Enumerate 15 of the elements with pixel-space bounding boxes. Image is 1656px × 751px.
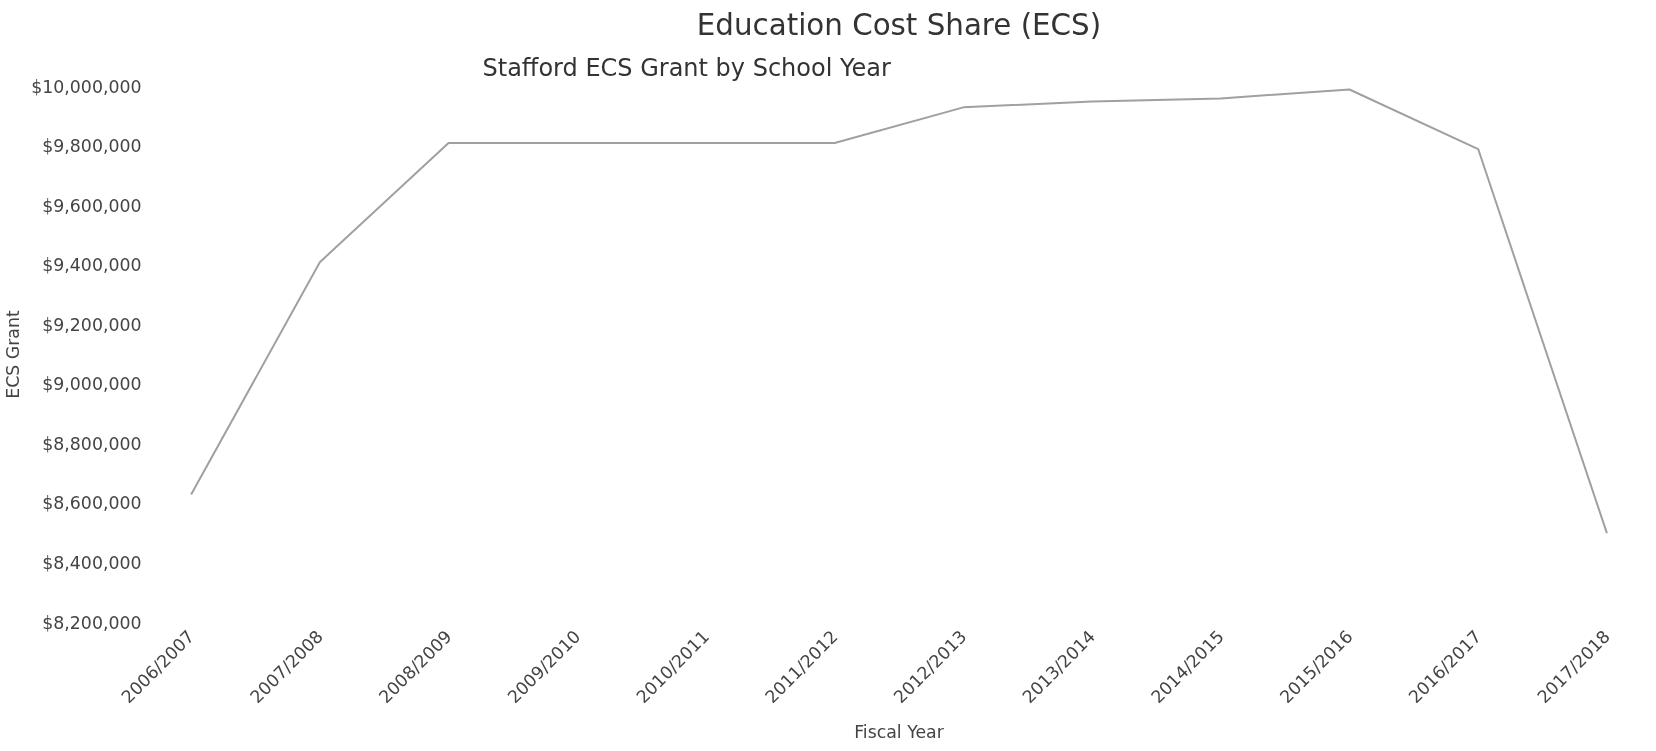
- y-tick-label: $8,800,000: [42, 433, 142, 454]
- y-tick-label: $9,200,000: [42, 314, 142, 335]
- y-tick-label: $9,600,000: [42, 195, 142, 216]
- y-axis-title: ECS Grant: [3, 310, 24, 399]
- y-tick-label: $8,400,000: [42, 552, 142, 573]
- y-tick-label: $9,000,000: [42, 374, 142, 395]
- y-tick-label: $9,800,000: [42, 136, 142, 157]
- chart-subtitle: Stafford ECS Grant by School Year: [482, 53, 891, 82]
- line-series: [190, 88, 1608, 535]
- x-axis-title: Fiscal Year: [854, 722, 945, 743]
- y-tick-label: $10,000,000: [31, 76, 142, 97]
- chart-title: Education Cost Share (ECS): [696, 7, 1102, 42]
- y-tick-label: $9,400,000: [42, 255, 142, 276]
- y-tick-label: $8,200,000: [42, 612, 142, 633]
- y-tick-label: $8,600,000: [42, 493, 142, 514]
